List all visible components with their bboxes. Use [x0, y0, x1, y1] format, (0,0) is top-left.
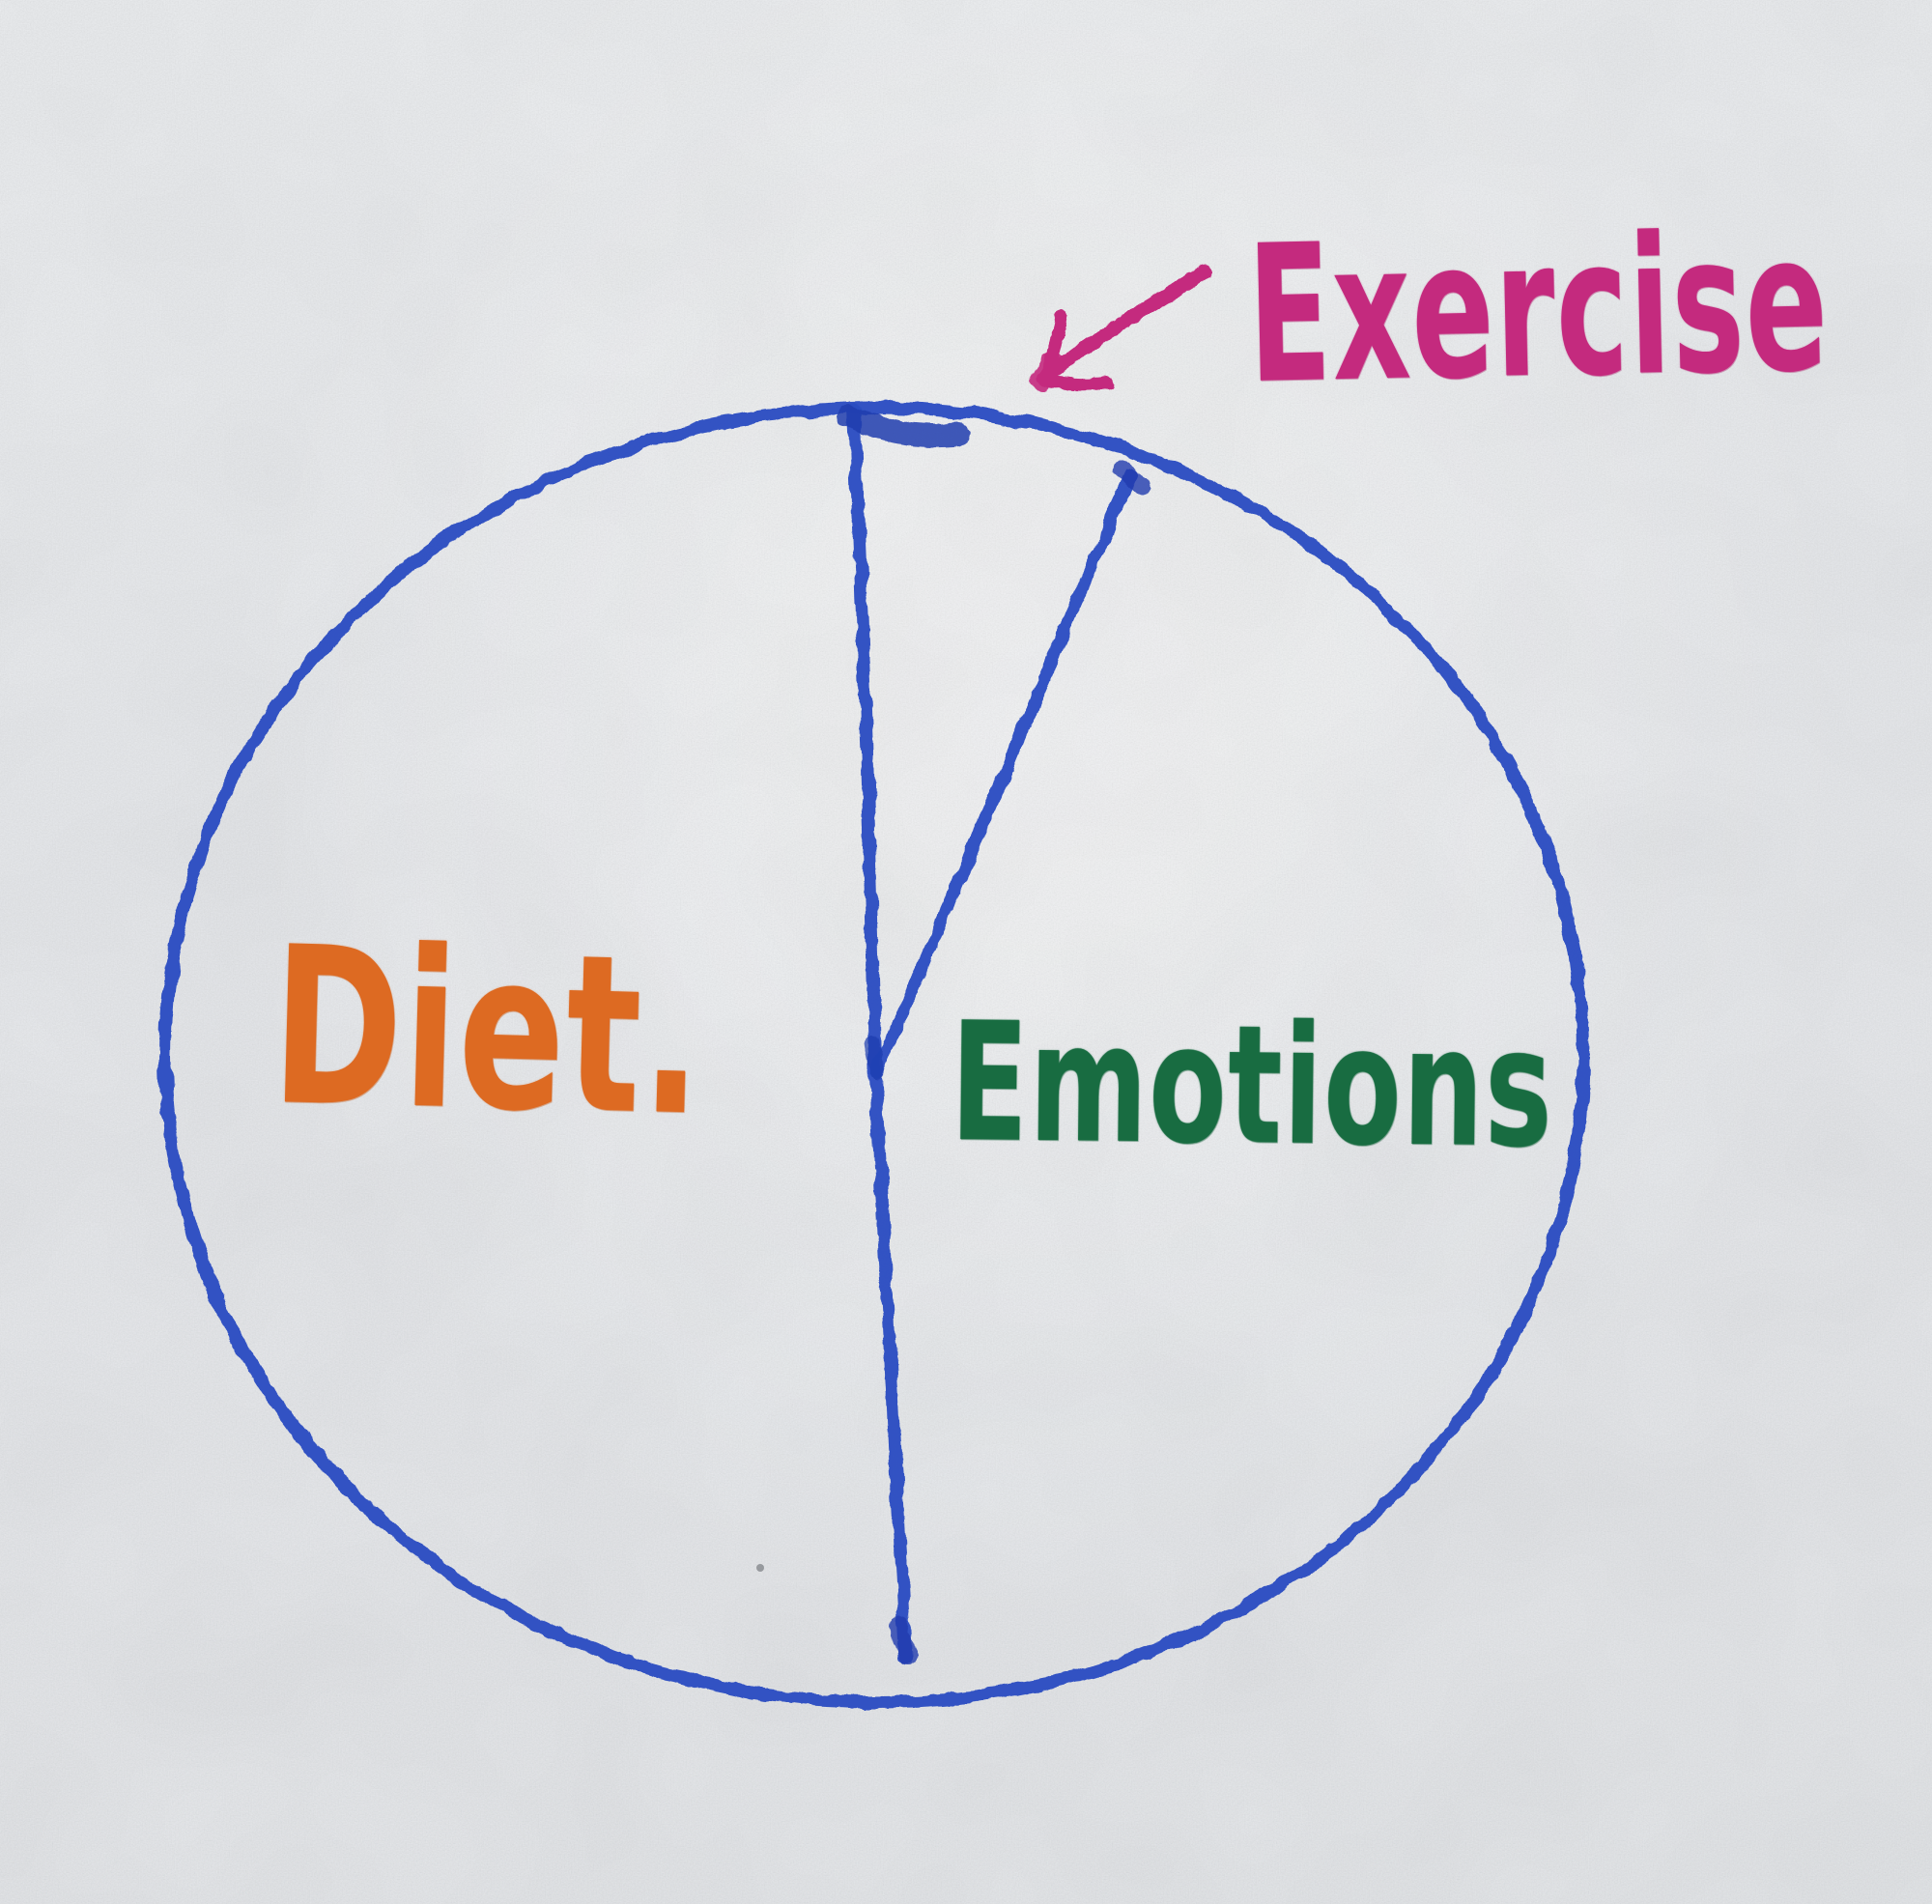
ink-blob-diagonal-junction: [1114, 461, 1151, 495]
paper-speck: [756, 1564, 764, 1572]
divider-line-diagonal: [870, 469, 1139, 1079]
exercise-arrowhead-tip: [1031, 351, 1063, 391]
exercise-arrow-shaft: [1039, 265, 1212, 384]
ink-blob-center-junction: [864, 1036, 885, 1080]
diet-slice-label: Diet.: [269, 900, 707, 1165]
ink-blob-bottom-junction: [889, 1617, 918, 1665]
exercise-annotation-label: Exercise: [1245, 193, 1832, 426]
emotions-slice-label: Emotions: [950, 987, 1555, 1185]
ink-blob-top-junction: [837, 404, 970, 448]
pie-circle-outline: [158, 401, 1590, 1709]
